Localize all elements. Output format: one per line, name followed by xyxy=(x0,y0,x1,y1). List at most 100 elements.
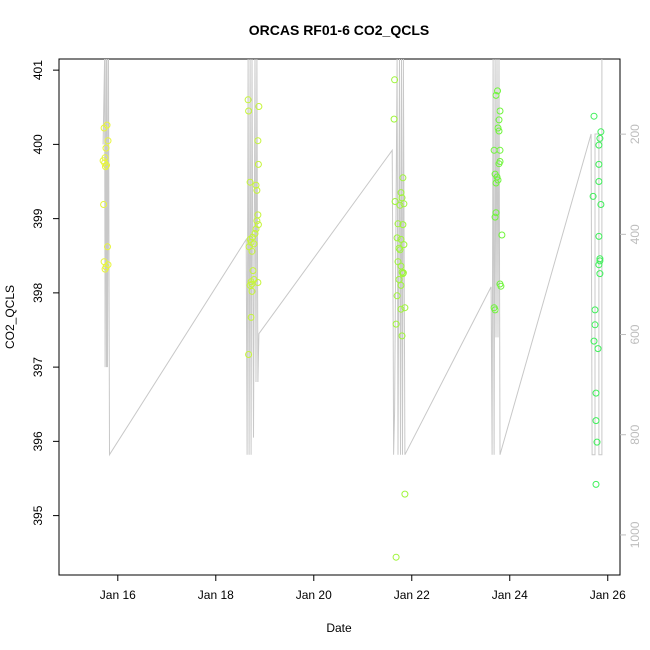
data-point xyxy=(597,201,605,208)
data-point xyxy=(249,233,256,241)
data-point xyxy=(496,107,504,115)
data-point xyxy=(104,137,112,145)
data-point xyxy=(252,225,260,233)
plot-frame xyxy=(58,58,621,576)
data-point xyxy=(254,160,262,168)
y-axis-label: CO2_QCLS xyxy=(3,285,17,349)
data-point xyxy=(246,235,254,243)
data-point xyxy=(590,112,598,120)
data-point xyxy=(390,115,398,123)
data-point xyxy=(491,306,499,314)
data-point xyxy=(247,313,255,321)
y-tick-label: 397 xyxy=(31,357,45,377)
data-point xyxy=(252,181,260,189)
y-axis: 395 396 397 398 399 400 401 xyxy=(31,60,59,526)
data-point xyxy=(254,137,262,145)
data-point xyxy=(103,161,110,169)
data-point xyxy=(254,279,262,286)
data-point xyxy=(248,247,256,255)
data-point xyxy=(397,305,405,313)
y-tick-label: 395 xyxy=(31,505,45,525)
data-point xyxy=(495,116,503,124)
y-tick-label: 399 xyxy=(31,208,45,228)
data-point xyxy=(399,174,407,182)
data-point xyxy=(102,144,110,152)
data-point xyxy=(392,553,400,561)
chart-title: ORCAS RF01-6 CO2_QCLS xyxy=(249,22,429,38)
data-point xyxy=(101,159,109,167)
x-tick-label: Jan 16 xyxy=(100,588,136,602)
data-point xyxy=(249,267,257,275)
data-point xyxy=(399,270,407,278)
data-point xyxy=(100,201,108,208)
data-point xyxy=(394,220,402,228)
data-point xyxy=(596,257,604,265)
data-point xyxy=(595,261,603,269)
data-point xyxy=(400,200,408,208)
data-point xyxy=(245,107,253,115)
data-point xyxy=(597,128,605,136)
data-point xyxy=(391,76,399,84)
right-y-tick-label: 400 xyxy=(628,224,642,244)
x-axis: Jan 16 Jan 18 Jan 20 Jan 22 Jan 24 Jan 26 xyxy=(100,575,626,602)
data-point xyxy=(396,246,404,254)
data-point xyxy=(497,282,505,290)
x-axis-label: Date xyxy=(326,621,352,635)
data-point xyxy=(498,231,506,239)
data-point xyxy=(589,192,597,200)
data-point xyxy=(595,160,603,168)
data-point xyxy=(244,96,252,104)
data-point xyxy=(253,217,261,225)
data-point xyxy=(397,281,405,289)
data-point xyxy=(591,321,599,329)
data-point xyxy=(593,438,601,446)
data-point xyxy=(246,281,254,289)
right-y-tick-label: 600 xyxy=(628,324,642,344)
right-y-tick-label: 800 xyxy=(628,424,642,444)
data-point xyxy=(101,265,109,273)
data-point xyxy=(393,292,401,300)
x-tick-label: Jan 24 xyxy=(492,588,528,602)
right-y-tick-label: 200 xyxy=(628,124,642,144)
data-point xyxy=(495,127,503,135)
y-tick-label: 401 xyxy=(31,60,45,80)
data-point xyxy=(397,189,405,197)
data-point xyxy=(492,179,500,187)
y-tick-label: 398 xyxy=(31,283,45,303)
data-point xyxy=(492,209,500,217)
data-point xyxy=(399,221,407,229)
data-point xyxy=(596,270,604,278)
data-point xyxy=(401,304,409,312)
data-point xyxy=(397,235,405,243)
data-point xyxy=(395,244,403,252)
data-point xyxy=(595,232,603,240)
data-point xyxy=(595,178,603,185)
data-point xyxy=(592,417,600,425)
data-point xyxy=(590,337,598,345)
data-point xyxy=(398,194,406,202)
data-point xyxy=(391,198,399,205)
data-point xyxy=(103,121,111,129)
x-tick-label: Jan 22 xyxy=(394,588,430,602)
data-point xyxy=(496,146,504,154)
data-point xyxy=(398,332,406,340)
data-point xyxy=(495,160,503,168)
data-point xyxy=(594,345,602,353)
x-tick-label: Jan 20 xyxy=(296,588,332,602)
data-point xyxy=(392,320,400,328)
data-point xyxy=(395,276,403,283)
data-point xyxy=(591,306,599,314)
right-y-tick-label: 1000 xyxy=(628,521,642,548)
y-tick-label: 396 xyxy=(31,431,45,451)
data-points-layer xyxy=(99,76,605,561)
data-point xyxy=(491,213,499,221)
data-point xyxy=(595,141,603,149)
data-point xyxy=(592,389,600,397)
y-tick-label: 400 xyxy=(31,134,45,154)
data-point xyxy=(492,91,500,99)
data-point xyxy=(494,87,501,95)
right-y-axis: 200 400 600 800 1000 xyxy=(620,124,642,548)
data-point xyxy=(494,124,502,132)
pressure-line xyxy=(102,58,603,457)
